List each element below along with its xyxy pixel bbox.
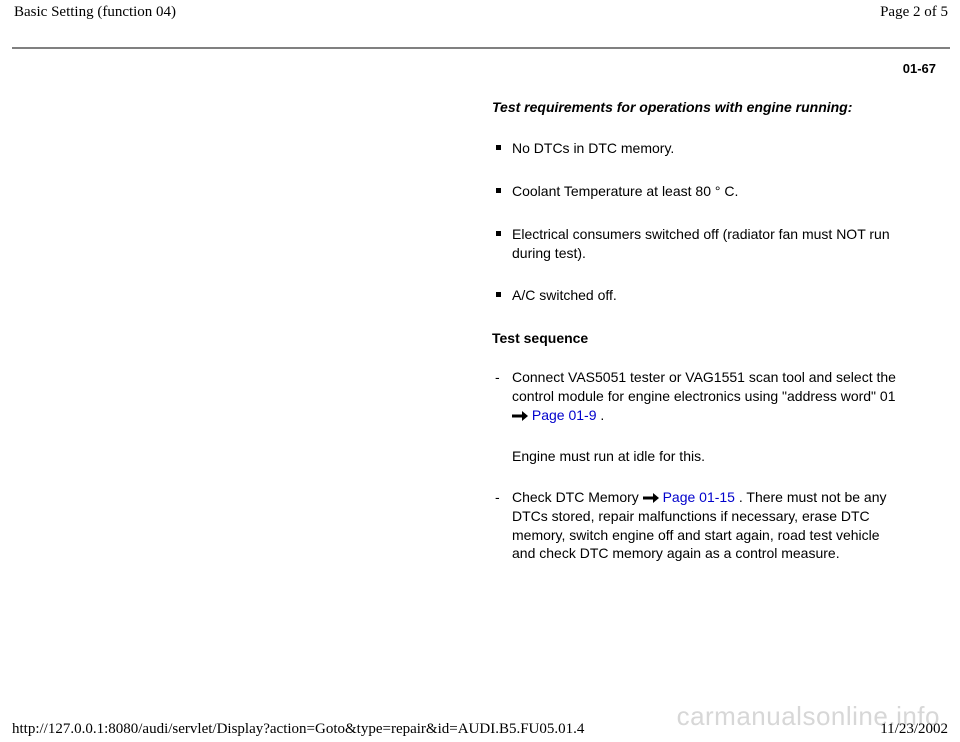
page-footer: http://127.0.0.1:8080/audi/servlet/Displ… [0,721,960,738]
step-text-post: . [597,407,605,423]
page-reference-link[interactable]: Page 01-9 [532,407,597,423]
list-item: Electrical consumers switched off (radia… [492,225,902,263]
footer-date: 11/23/2002 [880,721,948,738]
step-body: Check DTC Memory Page 01-15 . There must… [512,489,886,562]
sequence-heading: Test sequence [492,329,902,348]
step-text-pre: Connect VAS5051 tester or VAG1551 scan t… [512,369,896,404]
requirements-heading: Test requirements for operations with en… [492,98,902,117]
page-header: Basic Setting (function 04) Page 2 of 5 [12,2,950,25]
list-item: Coolant Temperature at least 80 ° C. [492,182,902,201]
step-body: Connect VAS5051 tester or VAG1551 scan t… [512,369,896,423]
step-text-pre: Check DTC Memory [512,489,643,505]
header-page-indicator: Page 2 of 5 [880,4,948,21]
page-reference-number: 01-67 [12,61,936,76]
content-column: Test requirements for operations with en… [492,98,902,563]
sequence-step: - Check DTC Memory Page 01-15 . There mu… [492,488,902,564]
header-title: Basic Setting (function 04) [14,4,176,21]
requirements-list: No DTCs in DTC memory. Coolant Temperatu… [492,139,902,305]
dash-marker: - [495,488,500,507]
header-rule [12,47,950,49]
arrow-icon [643,493,659,503]
dash-marker: - [495,368,500,387]
page-reference-link[interactable]: Page 01-15 [663,489,735,505]
list-item: No DTCs in DTC memory. [492,139,902,158]
list-item: A/C switched off. [492,286,902,305]
sequence-note: Engine must run at idle for this. [492,447,902,466]
footer-url: http://127.0.0.1:8080/audi/servlet/Displ… [12,721,584,738]
sequence-step: - Connect VAS5051 tester or VAG1551 scan… [492,368,902,425]
document-page: Basic Setting (function 04) Page 2 of 5 … [0,0,960,742]
arrow-icon [512,411,528,421]
